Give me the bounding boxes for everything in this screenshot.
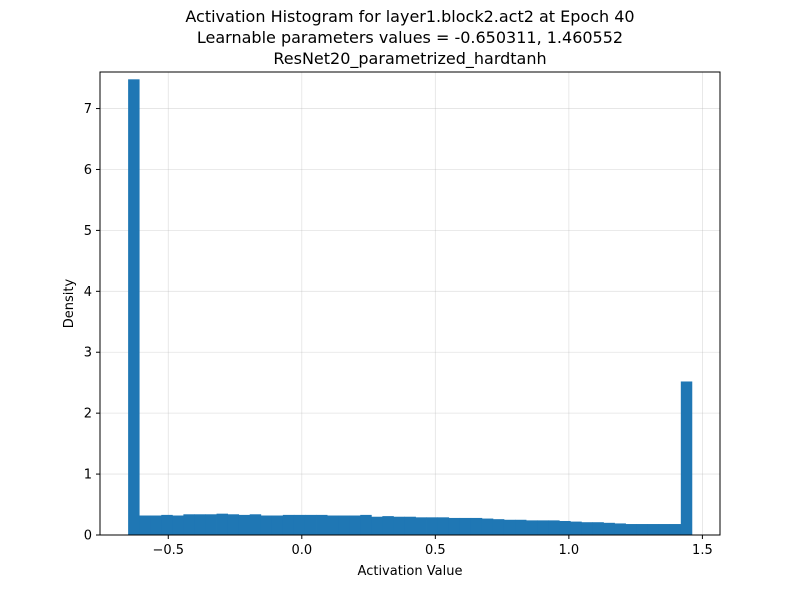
histogram-bar <box>161 514 173 535</box>
histogram-bar <box>338 515 350 535</box>
histogram-bar <box>194 514 206 535</box>
histogram-bar <box>437 517 450 535</box>
histogram-bar <box>271 515 284 535</box>
histogram-bar <box>581 522 593 535</box>
histogram-bar <box>470 517 483 535</box>
chart-title: Activation Histogram for layer1.block2.a… <box>185 7 634 69</box>
y-tick-label: 3 <box>84 346 92 361</box>
histogram-bar <box>592 522 604 535</box>
x-axis-ticks: −0.5 0.0 0.5 1.0 1.5 <box>152 535 713 558</box>
y-tick-label: 5 <box>84 224 92 239</box>
histogram-bar <box>570 521 582 535</box>
histogram-bar <box>238 514 251 535</box>
histogram-bar <box>172 515 184 535</box>
x-tick-label: 0.5 <box>425 543 446 558</box>
histogram-bar <box>503 519 516 535</box>
histogram-bar <box>559 520 571 535</box>
x-tick-label: 1.0 <box>559 543 580 558</box>
histogram-bar <box>293 514 306 535</box>
histogram-bar <box>426 517 439 535</box>
histogram-bar <box>139 515 151 535</box>
histogram-bar <box>327 515 339 535</box>
histogram-bar <box>260 515 273 535</box>
histogram-bar <box>636 524 649 535</box>
histogram-bar <box>459 517 472 535</box>
y-tick-label: 0 <box>84 529 92 544</box>
histogram-bar <box>515 519 527 535</box>
y-axis-ticks: 0 1 2 3 4 5 6 7 <box>84 102 100 544</box>
y-tick-label: 1 <box>84 468 92 483</box>
histogram-bar <box>404 516 416 535</box>
histogram-bar <box>360 514 372 535</box>
histogram-bar <box>183 514 195 535</box>
plot-frame <box>99 71 721 536</box>
histogram-bar <box>349 515 361 535</box>
chart-title-line-1: Activation Histogram for layer1.block2.a… <box>185 7 634 26</box>
histogram-bar <box>448 517 461 535</box>
histogram-bar <box>526 520 538 535</box>
histogram-bar <box>415 517 427 535</box>
histogram-bar <box>658 524 671 535</box>
y-axis-label: Density <box>62 278 77 328</box>
histogram-bar <box>249 514 262 535</box>
histogram-bar <box>669 524 682 535</box>
chart-title-line-3: ResNet20_parametrized_hardtanh <box>273 49 546 69</box>
histogram-bar <box>537 520 549 535</box>
chart-title-line-2: Learnable parameters values = -0.650311,… <box>197 28 623 47</box>
y-tick-label: 2 <box>84 407 92 422</box>
histogram-bar <box>603 522 615 535</box>
histogram-bar <box>227 514 240 535</box>
histogram-bar <box>282 514 295 535</box>
x-axis-label: Activation Value <box>358 564 463 579</box>
histogram-bar <box>647 524 660 535</box>
histogram-bar <box>548 520 560 535</box>
grid-lines <box>100 72 720 536</box>
y-tick-label: 7 <box>84 102 92 117</box>
y-tick-label: 4 <box>84 285 92 300</box>
histogram-bar <box>216 513 229 535</box>
histogram-bar <box>316 514 328 535</box>
histogram-bar <box>382 516 394 535</box>
x-tick-label: 0.0 <box>291 543 312 558</box>
x-tick-label: 1.5 <box>692 543 713 558</box>
histogram-bar <box>625 524 637 535</box>
histogram-bar <box>614 523 626 535</box>
histogram-bar <box>150 515 162 535</box>
histogram-bar <box>492 519 505 535</box>
histogram-bar <box>128 79 140 536</box>
histogram-bar <box>371 516 383 535</box>
histogram-bar <box>393 516 405 535</box>
x-tick-label: −0.5 <box>152 543 184 558</box>
histogram-bars <box>128 79 693 536</box>
y-tick-label: 6 <box>84 163 92 178</box>
histogram-bar <box>481 518 494 535</box>
histogram-bar <box>680 381 693 535</box>
histogram-bar <box>205 514 217 535</box>
histogram-bar <box>304 514 317 535</box>
